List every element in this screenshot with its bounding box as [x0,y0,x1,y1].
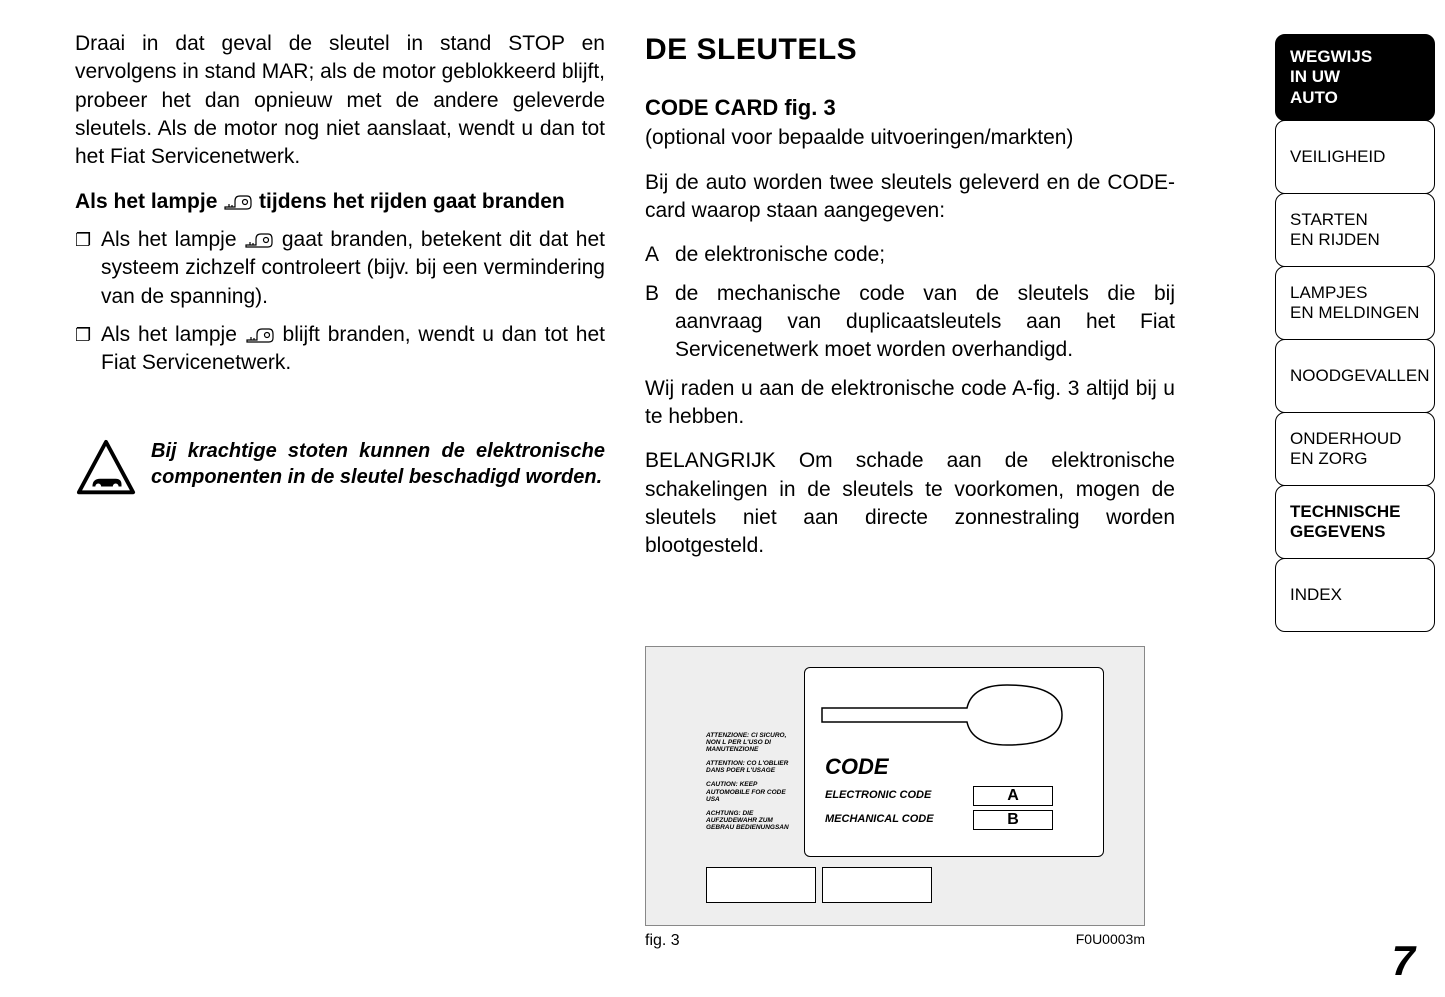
bullet1-pre: Als het lampje [101,228,244,251]
empty-box [822,867,932,903]
para-lead: Bij de auto worden twee sleutels gelever… [645,169,1175,226]
letter-list: Ade elektronische code; Bde mechanische … [645,241,1175,364]
figure-caption: fig. 3 F0U0003m [645,930,1145,952]
page-number: 7 [1392,937,1415,985]
sidebar-tab-3[interactable]: LAMPJES EN MELDINGEN [1275,266,1435,340]
car-key-icon [223,191,253,211]
para-advice: Wij raden u aan de elektronische code A-… [645,375,1175,432]
key-outline-icon [817,680,1077,750]
sidebar-tab-5[interactable]: ONDERHOUD EN ZORG [1275,412,1435,486]
warning-box: Bij krachtige stoten kunnen de elektroni… [75,438,605,500]
warning-text: Bij krachtige stoten kunnen de elektroni… [151,438,605,490]
sidebar-tab-6[interactable]: TECHNISCHE GEGEVENS [1275,485,1435,559]
subsection-title: CODE CARD fig. 3 [645,93,1175,123]
para-important: BELANGRIJK Om schade aan de elektronisch… [645,447,1175,560]
right-column: DE SLEUTELS CODE CARD fig. 3 (optional v… [645,30,1175,977]
list-item: Ade elektronische code; [675,241,1175,269]
section-title: DE SLEUTELS [645,30,1175,71]
code-card: CODE ELECTRONIC CODE A MECHANICAL CODE B [804,667,1104,857]
list-item: Als het lampje gaat branden, betekent di… [101,226,605,311]
sidebar-tabs: WEGWIJS IN UW AUTOVEILIGHEIDSTARTEN EN R… [1275,0,1445,997]
code-label: ELECTRONIC CODE [825,788,965,803]
side-text-line: CAUTION: KEEP AUTOMOBILE FOR CODE USA [706,781,796,802]
list-item: Als het lampje blijft branden, wendt u d… [101,321,605,378]
sidebar-tab-4[interactable]: NOODGEVALLEN [1275,339,1435,413]
para-intro: Draai in dat geval de sleutel in stand S… [75,30,605,172]
side-text-line: ACHTUNG: DIE AUFZUDEWAHR ZUM GEBRAU BEDI… [706,810,796,831]
item-text-a: de elektronische code; [675,243,885,266]
bullet2-pre: Als het lampje [101,323,245,346]
heading-post: tijdens het rijden gaat branden [253,190,565,213]
code-label: MECHANICAL CODE [825,812,965,827]
item-text-b: de mechanische code van de sleutels die … [675,282,1175,362]
heading-lamp: Als het lampje tijdens het rijden gaat b… [75,188,605,216]
code-field-a: A [973,786,1053,806]
list-item: Bde mechanische code van de sleutels die… [675,280,1175,365]
bullet-list: Als het lampje gaat branden, betekent di… [75,226,605,378]
code-title: CODE [825,752,1091,782]
code-field-b: B [973,810,1053,830]
item-letter-b: B [645,280,659,308]
side-text-line: ATTENTION: CO L'OBLIER DANS POER L'USAGE [706,760,796,774]
code-row-electronic: ELECTRONIC CODE A [825,786,1091,806]
warning-triangle-icon [75,438,137,500]
code-row-mechanical: MECHANICAL CODE B [825,810,1091,830]
figure-3: ATTENZIONE: CI SICURO, NON L PER L'USO D… [645,646,1175,952]
item-letter-a: A [645,241,659,269]
figure-id: F0U0003m [1076,930,1145,952]
empty-box [706,867,816,903]
sidebar-tab-1[interactable]: VEILIGHEID [1275,120,1435,194]
figure-side-text: ATTENZIONE: CI SICURO, NON L PER L'USO D… [706,732,796,839]
sidebar-tab-2[interactable]: STARTEN EN RIJDEN [1275,193,1435,267]
sidebar-tab-7[interactable]: INDEX [1275,558,1435,632]
car-key-icon [244,229,274,249]
car-key-icon [245,324,275,344]
figure-box: ATTENZIONE: CI SICURO, NON L PER L'USO D… [645,646,1145,926]
side-text-line: ATTENZIONE: CI SICURO, NON L PER L'USO D… [706,732,796,753]
figure-number: fig. 3 [645,930,680,952]
figure-bottom-boxes [706,867,932,903]
heading-pre: Als het lampje [75,190,223,213]
left-column: Draai in dat geval de sleutel in stand S… [75,30,605,977]
sidebar-tab-0[interactable]: WEGWIJS IN UW AUTO [1275,34,1435,121]
optional-note: (optional voor bepaalde uitvoeringen/mar… [645,124,1175,152]
